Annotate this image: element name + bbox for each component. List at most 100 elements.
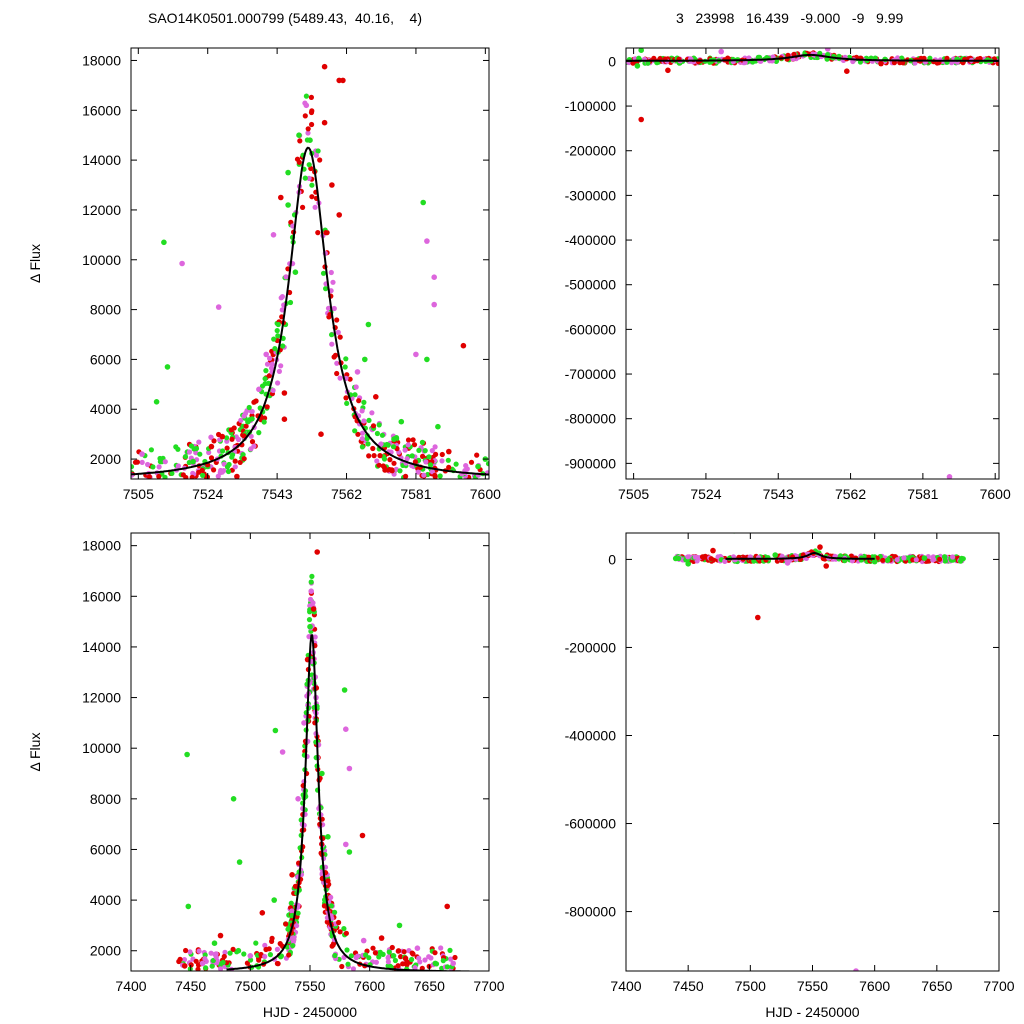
y-tick-label: 18000 — [82, 52, 121, 68]
data-point — [199, 960, 206, 967]
data-point — [366, 453, 372, 459]
data-point — [356, 398, 362, 404]
data-point — [392, 957, 398, 964]
data-point — [448, 956, 454, 962]
x-tick-label: 7700 — [983, 978, 1014, 994]
figure-title-left: SAO14K0501.000799 (5489.43, 40.16, 4) — [148, 10, 422, 26]
data-point — [306, 162, 312, 168]
data-point — [400, 961, 406, 967]
data-point — [321, 119, 328, 126]
data-point — [685, 561, 691, 567]
data-point — [325, 305, 332, 311]
data-point — [274, 960, 280, 967]
data-point — [474, 452, 480, 458]
x-tick-label: 7543 — [763, 486, 794, 502]
data-point — [353, 384, 359, 390]
data-point — [292, 269, 299, 276]
x-tick-label: 7505 — [123, 486, 154, 502]
data-point — [161, 239, 167, 246]
data-point — [366, 417, 372, 423]
data-point — [241, 456, 247, 462]
data-point — [710, 547, 716, 554]
data-point — [359, 436, 365, 442]
data-point — [313, 152, 319, 158]
data-point — [435, 423, 441, 430]
data-point — [157, 455, 163, 462]
data-point — [405, 437, 412, 443]
data-point — [432, 472, 438, 478]
data-point — [444, 903, 451, 910]
data-point — [379, 432, 385, 438]
data-point — [404, 456, 410, 462]
data-point — [334, 370, 340, 377]
data-point — [409, 956, 415, 963]
data-point — [227, 950, 233, 956]
y-tick-label: -300000 — [565, 187, 617, 203]
data-point — [146, 474, 152, 479]
x-tick-label: 7600 — [859, 978, 890, 994]
data-point — [359, 430, 365, 436]
y-tick-label: -500000 — [565, 277, 617, 293]
data-point — [225, 468, 232, 475]
data-point — [185, 903, 192, 910]
data-point — [672, 555, 679, 562]
data-point — [453, 461, 459, 467]
x-tick-label: 7450 — [673, 978, 704, 994]
data-point — [913, 557, 919, 563]
data-point — [274, 328, 280, 334]
data-point — [230, 946, 236, 953]
data-point — [718, 48, 724, 55]
data-point — [179, 260, 185, 267]
data-point — [238, 417, 244, 423]
data-point — [634, 63, 641, 69]
data-point — [269, 361, 275, 367]
data-point — [880, 557, 886, 563]
data-point — [263, 946, 269, 953]
data-point — [229, 454, 235, 460]
data-point — [334, 317, 340, 323]
data-point — [426, 454, 432, 460]
data-point — [259, 910, 266, 916]
data-point — [384, 441, 390, 448]
data-point — [921, 555, 928, 561]
data-point — [361, 418, 367, 424]
data-point — [372, 950, 378, 956]
data-point — [343, 395, 349, 401]
data-point — [175, 463, 181, 469]
data-point — [685, 554, 691, 560]
data-point — [432, 950, 438, 956]
data-point — [230, 796, 237, 802]
data-point — [395, 963, 401, 969]
x-tick-label: 7581 — [907, 486, 938, 502]
data-point — [271, 336, 277, 342]
data-point — [148, 447, 154, 453]
data-point — [290, 943, 296, 949]
data-point — [150, 464, 156, 470]
data-point — [289, 908, 295, 914]
data-point — [236, 859, 243, 865]
data-point — [187, 949, 193, 955]
x-tick-label: 7562 — [331, 486, 362, 502]
panel-top-left: 7505 7524 7543 7562 7581 7600 2000 4000 6000 8000… — [27, 47, 501, 502]
data-point — [336, 212, 343, 218]
data-point — [256, 386, 262, 393]
data-point — [645, 60, 651, 66]
data-point — [156, 473, 162, 479]
data-point — [200, 472, 206, 478]
data-point — [281, 390, 288, 396]
data-point — [331, 354, 337, 360]
data-point — [264, 404, 270, 410]
data-point — [342, 364, 348, 370]
x-tick-label: 7500 — [735, 978, 766, 994]
y-tick-label: -200000 — [565, 639, 617, 655]
data-point — [278, 295, 284, 301]
data-point — [290, 938, 297, 945]
data-point — [199, 467, 205, 473]
y-tick-label: 4000 — [90, 401, 121, 417]
data-point — [402, 955, 409, 962]
axes-frame — [130, 47, 490, 480]
x-tick-label: 7400 — [115, 978, 146, 994]
data-point — [460, 342, 467, 349]
data-point — [320, 270, 327, 276]
data-point — [206, 449, 212, 456]
